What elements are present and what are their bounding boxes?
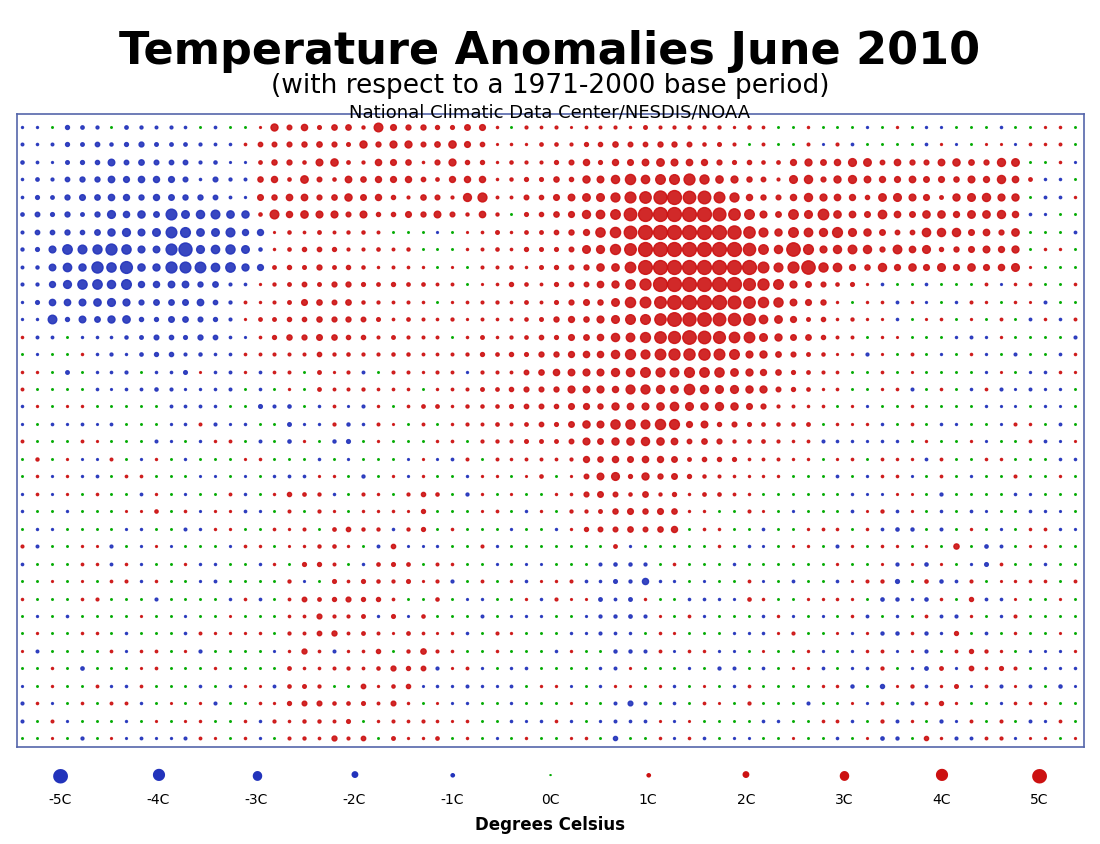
Text: -4C: -4C (146, 793, 170, 807)
Text: ●: ● (935, 767, 948, 782)
Text: -3C: -3C (244, 793, 268, 807)
Text: ●: ● (741, 771, 750, 779)
Text: 2C: 2C (737, 793, 755, 807)
Text: 3C: 3C (835, 793, 852, 807)
Text: 0C: 0C (541, 793, 559, 807)
Text: National Climatic Data Center/NESDIS/NOAA: National Climatic Data Center/NESDIS/NOA… (350, 104, 750, 122)
Text: 5C: 5C (1031, 793, 1048, 807)
Text: ●: ● (646, 772, 651, 777)
Text: 1C: 1C (639, 793, 657, 807)
Text: ●: ● (52, 766, 69, 784)
Text: ●: ● (838, 768, 849, 782)
Text: ●: ● (350, 771, 359, 779)
Text: ●: ● (152, 767, 165, 782)
Text: ●: ● (449, 772, 455, 777)
Text: ●: ● (1031, 766, 1048, 784)
Text: 4C: 4C (933, 793, 950, 807)
Text: (with respect to a 1971-2000 base period): (with respect to a 1971-2000 base period… (271, 73, 829, 100)
Text: Degrees Celsius: Degrees Celsius (475, 816, 625, 834)
Text: -1C: -1C (440, 793, 464, 807)
Text: -2C: -2C (342, 793, 366, 807)
Text: ●: ● (549, 773, 551, 776)
Text: Temperature Anomalies June 2010: Temperature Anomalies June 2010 (120, 30, 980, 73)
Text: ●: ● (251, 768, 262, 782)
Text: -5C: -5C (48, 793, 73, 807)
